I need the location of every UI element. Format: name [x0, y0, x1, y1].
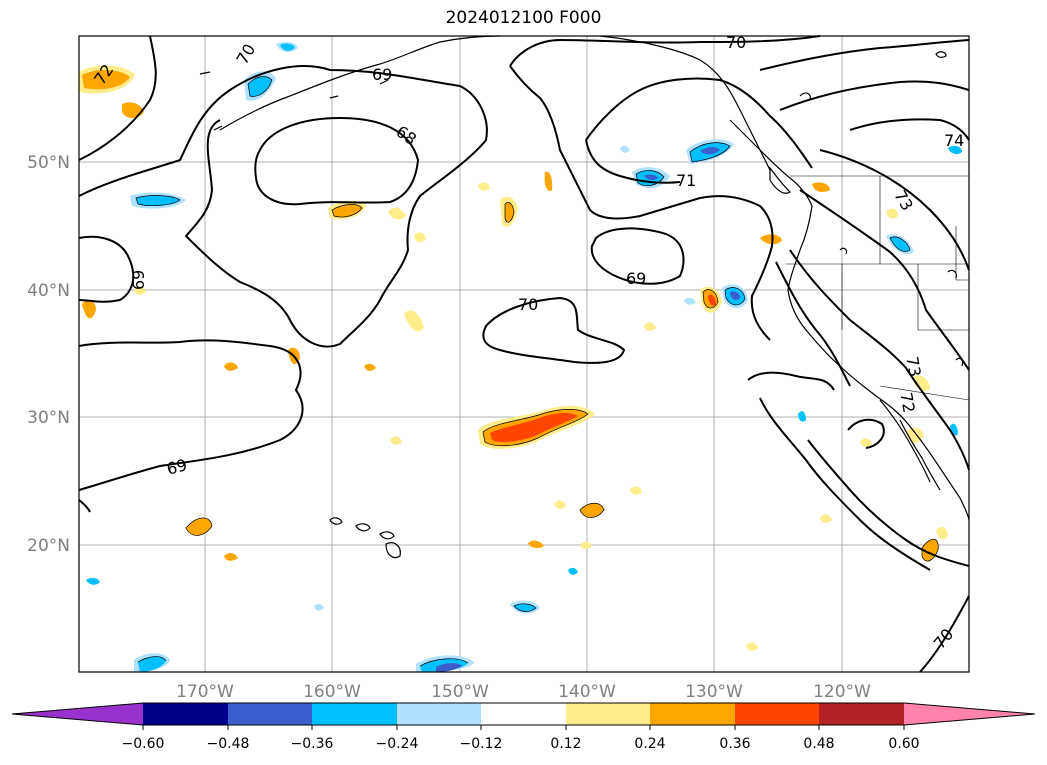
contour-label-70-top: 70 [726, 33, 746, 52]
colorbar-tick-label: 0.24 [634, 736, 665, 752]
lat-label-30n: 30°N [27, 408, 70, 428]
height-contours [78, 35, 970, 673]
latitude-labels: 50°N 40°N 30°N 20°N [27, 153, 70, 556]
contour-label-72-south: 72 [896, 391, 918, 414]
colorbar-segment [566, 703, 650, 725]
colorbar-segment [735, 703, 819, 725]
lat-label-20n: 20°N [27, 536, 70, 556]
colorbar-tick-label: 0.60 [888, 736, 919, 752]
colorbar-segment [650, 703, 735, 725]
colorbar-segment [312, 703, 397, 725]
contour-label-69-west: 69 [129, 270, 148, 290]
contour-label-70-central: 70 [518, 295, 538, 314]
colorbar-segment [397, 703, 481, 725]
colorbar-tick-label: −0.24 [376, 736, 419, 752]
lon-label-120w: 120°W [813, 682, 871, 702]
colorbar-segment [143, 703, 228, 725]
colorbar-tick-label: 0.48 [803, 736, 834, 752]
colorbar: −0.60 −0.48 −0.36 −0.24 −0.12 0.12 0.24 … [11, 702, 1036, 752]
colorbar-extend-left [12, 703, 143, 725]
contour-label-74: 74 [944, 131, 964, 150]
lon-label-160w: 160°W [303, 682, 361, 702]
lon-label-140w: 140°W [558, 682, 616, 702]
lon-label-150w: 150°W [431, 682, 489, 702]
colorbar-tick-label: −0.60 [122, 736, 165, 752]
colorbar-tick-label: −0.36 [291, 736, 334, 752]
lat-label-50n: 50°N [27, 153, 70, 173]
colorbar-tick-label: 0.36 [719, 736, 750, 752]
borders [786, 175, 970, 401]
chart-title: 2024012100 F000 [445, 8, 602, 28]
contour-label-73-south: 73 [902, 355, 924, 378]
lon-label-170w: 170°W [176, 682, 234, 702]
colorbar-segment [228, 703, 312, 725]
colorbar-segment [481, 703, 566, 725]
shading-outlines [135, 76, 939, 667]
contour-label-69-east: 69 [626, 269, 646, 288]
contour-label-69-south: 69 [165, 455, 190, 479]
colorbar-extend-right [904, 703, 1035, 725]
map-frame [78, 35, 970, 673]
contour-label-69-north: 69 [372, 65, 392, 84]
colorbar-tick-label: −0.48 [207, 736, 250, 752]
map-plot-area [78, 35, 970, 673]
colorbar-segment [819, 703, 904, 725]
contour-label-71: 71 [676, 171, 696, 190]
colorbar-tick-label: 0.12 [550, 736, 581, 752]
longitude-labels: 170°W 160°W 150°W 140°W 130°W 120°W [176, 682, 871, 702]
lon-label-130w: 130°W [685, 682, 743, 702]
lat-label-40n: 40°N [27, 281, 70, 301]
colorbar-tick-label: −0.12 [460, 736, 503, 752]
shaded-anomalies [79, 41, 962, 672]
